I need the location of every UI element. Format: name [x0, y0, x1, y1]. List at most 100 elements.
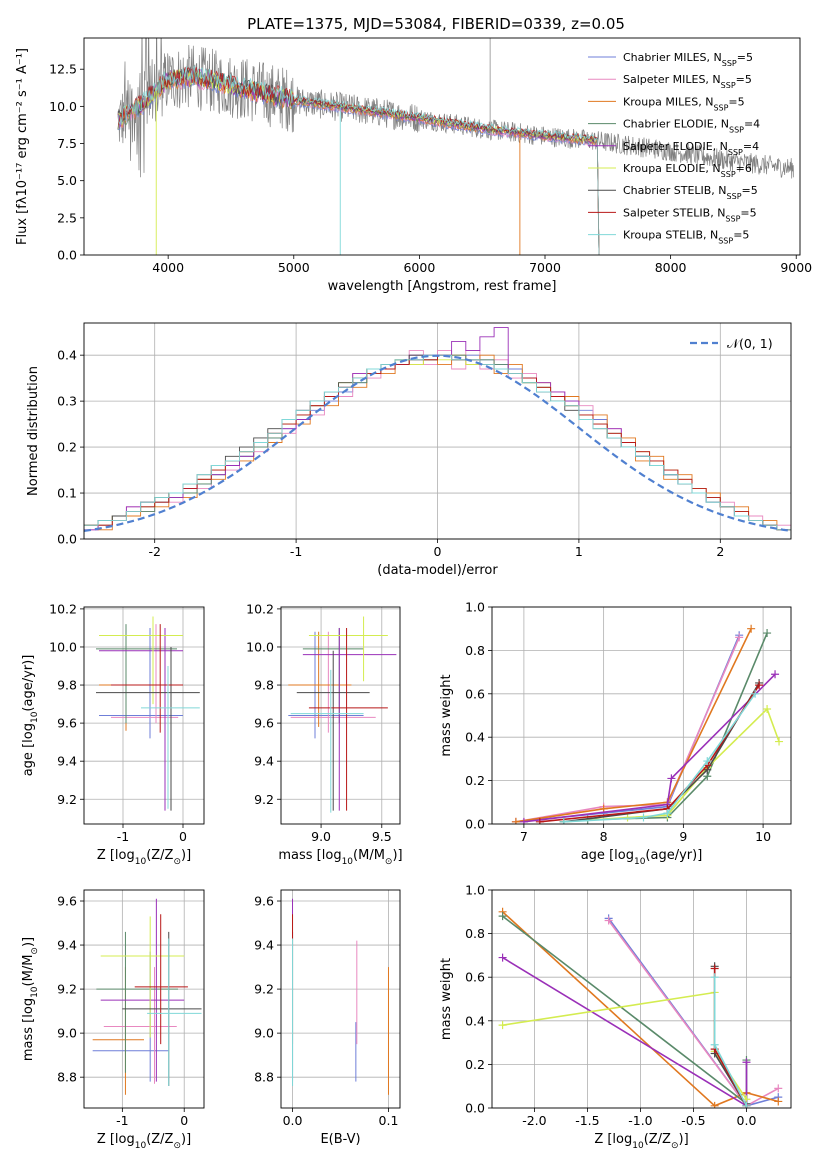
weight-vs-Z-y-label: mass weight — [439, 958, 454, 1040]
weight-marker — [535, 817, 544, 824]
y-tick-label: 10.0 — [49, 639, 77, 654]
weight-marker — [703, 757, 712, 766]
weight-line — [515, 628, 752, 823]
model-spectrum — [117, 71, 600, 255]
spectrum-panel: 4000 5000 6000 7000 8000 9000 0.0 2.5 5.0 7.5 10.0… — [15, 37, 812, 294]
x-tick-label: 0.1 — [379, 1113, 399, 1128]
axes-frame — [83, 889, 205, 1109]
y-tick-label: 0.4 — [465, 1013, 485, 1028]
x-tick-label: 1 — [575, 544, 583, 559]
legend-entry: Salpeter MILES, NSSP=5 — [623, 73, 752, 90]
axes-frame — [491, 606, 792, 825]
weight-vs-age-panel: 7 8 9 10 0.0 0.2 0.4 0.6 0.8 1.0 age [log10(age/yr… — [439, 600, 792, 867]
y-tick-label: 0.8 — [465, 926, 485, 941]
weight-line — [515, 637, 740, 823]
legend-entry: Kroupa MILES, NSSP=5 — [623, 95, 745, 112]
weight-marker — [774, 1084, 783, 1093]
y-tick-label: 9.4 — [57, 754, 77, 769]
legend-entry: Chabrier ELODIE, NSSP=4 — [623, 118, 760, 135]
weight-line — [587, 632, 768, 821]
y-tick-label: 2.5 — [57, 210, 77, 225]
weight-marker — [604, 916, 613, 925]
weight-marker — [710, 973, 719, 982]
model-spectrum — [117, 68, 600, 255]
weight-marker — [751, 689, 760, 698]
model-spectrum — [117, 66, 600, 255]
y-tick-label: 9.2 — [57, 792, 77, 807]
y-tick-label: 1.0 — [465, 883, 485, 898]
mass-vs-metallicity-panel: -1 0 8.8 9.0 9.2 9.4 9.6 Z [log10(Z/Z⊙)] mass [l… — [21, 889, 205, 1151]
x-tick-label: 9.5 — [372, 829, 392, 844]
weight-marker — [735, 633, 744, 642]
y-tick-label: 0.1 — [57, 486, 77, 501]
x-tick-label: 2 — [716, 544, 724, 559]
legend-entry: Kroupa STELIB, NSSP=5 — [623, 229, 749, 246]
mass-vs-Z-x-label: Z [log10(Z/Z⊙)] — [97, 1132, 191, 1151]
weight-marker — [710, 964, 719, 973]
axes-frame — [83, 37, 801, 256]
y-tick-label: 9.6 — [254, 894, 274, 909]
x-tick-label: 7 — [520, 829, 528, 844]
age-vs-Z-x-label: Z [log10(Z/Z⊙)] — [97, 848, 191, 867]
residual-histogram-panel: -2 -1 0 1 2 0.0 0.1 0.2 0.3 0.4 (data-model)/error… — [26, 322, 792, 578]
legend-entry: Chabrier STELIB, NSSP=5 — [623, 184, 758, 201]
y-tick-label: 0.3 — [57, 394, 77, 409]
axes-frame — [280, 606, 401, 825]
weight-marker — [755, 681, 764, 690]
legend-entry: 𝒩(0, 1) — [727, 336, 773, 351]
y-tick-label: 9.6 — [57, 716, 77, 731]
x-tick-label: 0 — [179, 829, 187, 844]
x-tick-label: 7000 — [529, 260, 561, 275]
age-vs-mass-x-label: mass [log10(M/M⊙)] — [278, 848, 402, 867]
y-tick-label: 10.0 — [246, 639, 274, 654]
axes-frame — [83, 322, 792, 540]
weight-marker — [742, 1101, 751, 1108]
weight-marker — [742, 1058, 751, 1067]
weight-marker — [763, 629, 772, 638]
weight-marker — [559, 817, 568, 824]
age-vs-Z-y-label: age [log10(age/yr)] — [21, 655, 40, 777]
model-spectrum — [117, 69, 600, 255]
y-tick-label: 9.4 — [254, 754, 274, 769]
weight-marker — [747, 624, 756, 633]
y-tick-label: 10.0 — [49, 99, 77, 114]
weight-marker — [519, 817, 528, 824]
x-tick-label: -1 — [117, 829, 129, 844]
x-tick-label: 9 — [679, 829, 687, 844]
weight-lines — [498, 907, 783, 1108]
x-tick-label: -1.5 — [575, 1113, 599, 1128]
x-tick-label: -1.0 — [628, 1113, 652, 1128]
x-tick-label: 9.0 — [311, 829, 331, 844]
x-tick-label: -2.0 — [522, 1113, 546, 1128]
spectrum-x-label: wavelength [Angstrom, rest frame] — [328, 279, 557, 294]
x-tick-label: 0 — [180, 1113, 188, 1128]
y-tick-label: 0.0 — [465, 1101, 485, 1116]
model-spectrum — [117, 69, 600, 255]
x-tick-label: -0.5 — [681, 1113, 705, 1128]
y-tick-label: 9.6 — [254, 716, 274, 731]
weight-line — [502, 956, 748, 1108]
y-tick-label: 1.0 — [465, 600, 485, 615]
legend-entry: Chabrier MILES, NSSP=5 — [623, 51, 753, 68]
weight-line — [502, 915, 748, 1106]
x-tick-label: -1 — [116, 1113, 128, 1128]
y-tick-label: 12.5 — [49, 62, 77, 77]
y-tick-label: 0.0 — [57, 532, 77, 547]
error-bars — [96, 616, 200, 811]
weight-vs-age-x-label: age [log10(age/yr)] — [581, 848, 703, 867]
axes-frame — [280, 889, 401, 1109]
y-tick-label: 0.8 — [465, 643, 485, 658]
weight-marker — [667, 774, 676, 783]
y-tick-label: 9.2 — [254, 982, 274, 997]
y-tick-label: 9.0 — [57, 1026, 77, 1041]
y-tick-label: 9.0 — [254, 1026, 274, 1041]
legend-entry: Salpeter STELIB, NSSP=5 — [623, 206, 757, 223]
weight-line — [515, 634, 740, 823]
y-tick-label: 0.0 — [57, 248, 77, 263]
residuals-x-label: (data-model)/error — [377, 563, 498, 578]
mass-vs-EBV-x-label: E(B-V) — [320, 1132, 360, 1147]
y-tick-label: 9.6 — [57, 894, 77, 909]
y-tick-label: 9.8 — [57, 678, 77, 693]
spectrum-lines — [117, 38, 795, 255]
